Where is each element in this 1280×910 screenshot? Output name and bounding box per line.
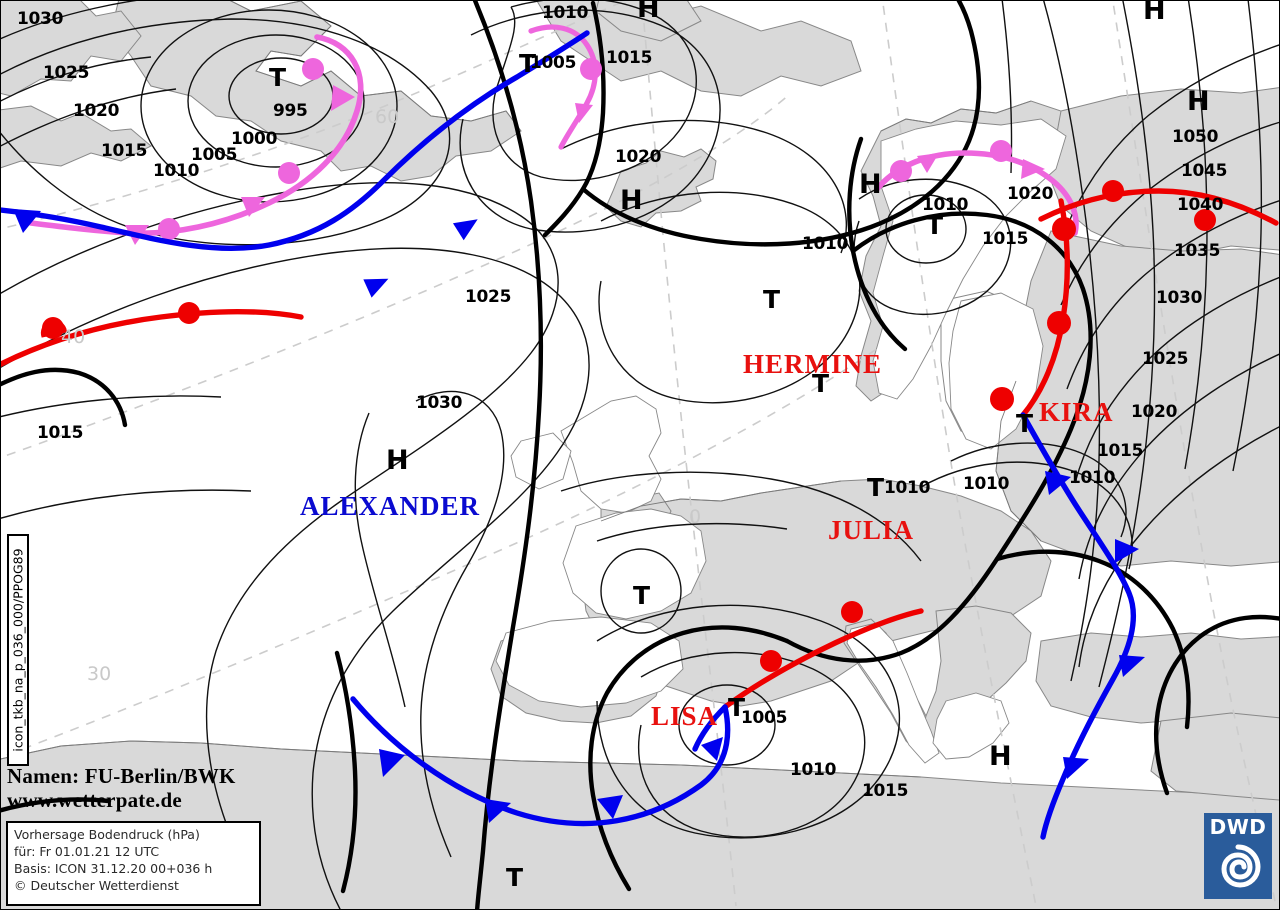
isobar-1015a [1,1,138,40]
isobar-eu1 [560,471,922,562]
isobar-1030a [415,390,505,858]
isobar-1015c [596,604,901,839]
white-region-layer [495,118,1067,764]
legend-model-basis: Basis: ICON 31.12.20 00+036 h [14,860,213,876]
middle-east-shape [1150,712,1279,801]
thick-isobar-turkey [994,549,1191,730]
iceland-shape [605,148,717,228]
occluded-symbols-greenland [125,58,355,245]
isobar-1005c [678,684,776,766]
dwd-logo[interactable]: DWD [1204,813,1272,899]
thick-isobar-east [1153,614,1279,796]
isobar-w1 [1,395,222,418]
isobar-eu2 [596,522,788,542]
warm-front-northeast [1038,188,1279,226]
occluded-front-layer [28,24,1079,245]
cold-front-symbols-atlantic [13,209,478,298]
cold-front-layer [1,30,1145,840]
isobar-1020a [1,56,152,102]
legend-parameter: Vorhersage Bodendruck (hPa) [14,827,200,842]
gridline-lat60 [1,1,626,230]
isobar-france-t [600,548,682,634]
labrador-shape [1,105,152,169]
gridline-lon0 [641,1,737,907]
occluded-symbols-scandinavia [890,140,1045,182]
cold-front-atlantic [1,30,590,252]
warm-front-lisa [722,608,924,710]
warm-front-symbols-atlantic [40,302,200,339]
isobar-1025a [1,88,177,147]
credits-line-website[interactable]: www.wetterpate.de [7,787,182,812]
cold-front-iberia-africa [350,696,731,827]
isobar-e5 [1064,44,1279,232]
dwd-logo-text: DWD [1209,815,1267,839]
occluded-symbols-iceland [575,58,602,123]
isobar-e7 [1066,200,1279,390]
isobar-e8 [1074,276,1279,484]
isobar-e1 [1043,1,1101,682]
thick-isobar-iberia2 [334,650,358,894]
warm-front-layer [1,180,1279,710]
isobar-1010f [637,651,866,838]
thick-isobar-greenland [542,1,606,238]
scandinavia-white-shape [872,118,1067,400]
cold-front-symbols-kira [1045,471,1145,779]
isobar-1010e [920,461,1133,570]
thick-isobar-sw [1,797,112,813]
cold-front-kira [1020,412,1137,840]
legend-copyright: © Deutscher Wetterdienst [14,877,179,893]
greece-white-shape [932,692,1010,760]
ireland-shape [510,432,572,490]
warm-front-atlantic [1,309,304,367]
credits-line-names: Namen: FU-Berlin/BWK [7,764,236,788]
isobar-w2 [1,489,252,519]
thick-isobar-greenland2 [580,1,982,247]
isobar-e4 [1232,1,1263,472]
isobar-1020d [560,119,848,254]
france-shape [562,508,707,620]
warm-front-symbols-kira [990,217,1076,411]
iberia-white-shape [495,616,684,708]
legend-box: Vorhersage Bodendruck (hPa) für: Fr 01.0… [6,821,261,906]
gridline-lon40 [1112,1,1277,907]
isobar-1025b [1,247,590,909]
credits-block: Namen: FU-Berlin/BWK www.wetterpate.de [7,764,236,812]
product-id-label: icon_tkb_na_p_036_000/PPOG89 [10,548,26,752]
isobar-1030b [354,412,406,708]
legend-valid-time: für: Fr 01.01.21 12 UTC [14,843,160,859]
thick-isobar-baltic [784,211,1093,663]
warm-front-symbols-lisa [760,601,863,672]
product-id-box: icon_tkb_na_p_036_000/PPOG89 [7,534,29,766]
isobar-1000 [187,34,365,168]
isobar-1005b [492,1,697,182]
isobar-1020c [598,191,861,404]
isobar-e9 [1078,353,1279,580]
finland-white-shape [948,292,1044,450]
cold-front-lisa-stub [692,704,728,752]
gridline-lat30 [1,345,882,759]
warm-front-symbols-northeast [1102,180,1216,231]
thick-isobar-iberia [588,625,790,892]
thick-isobar-atlantic [472,1,544,909]
cold-front-symbols-iberia [379,737,723,823]
spiral-icon [1221,844,1261,888]
isobar-1015b [853,178,1012,316]
thick-isobar-west [1,367,128,428]
isobar-1010b [459,9,721,233]
isobar-1010d [950,442,1127,538]
isobar-e10 [1078,426,1279,668]
gridline-lon20 [881,1,1037,907]
